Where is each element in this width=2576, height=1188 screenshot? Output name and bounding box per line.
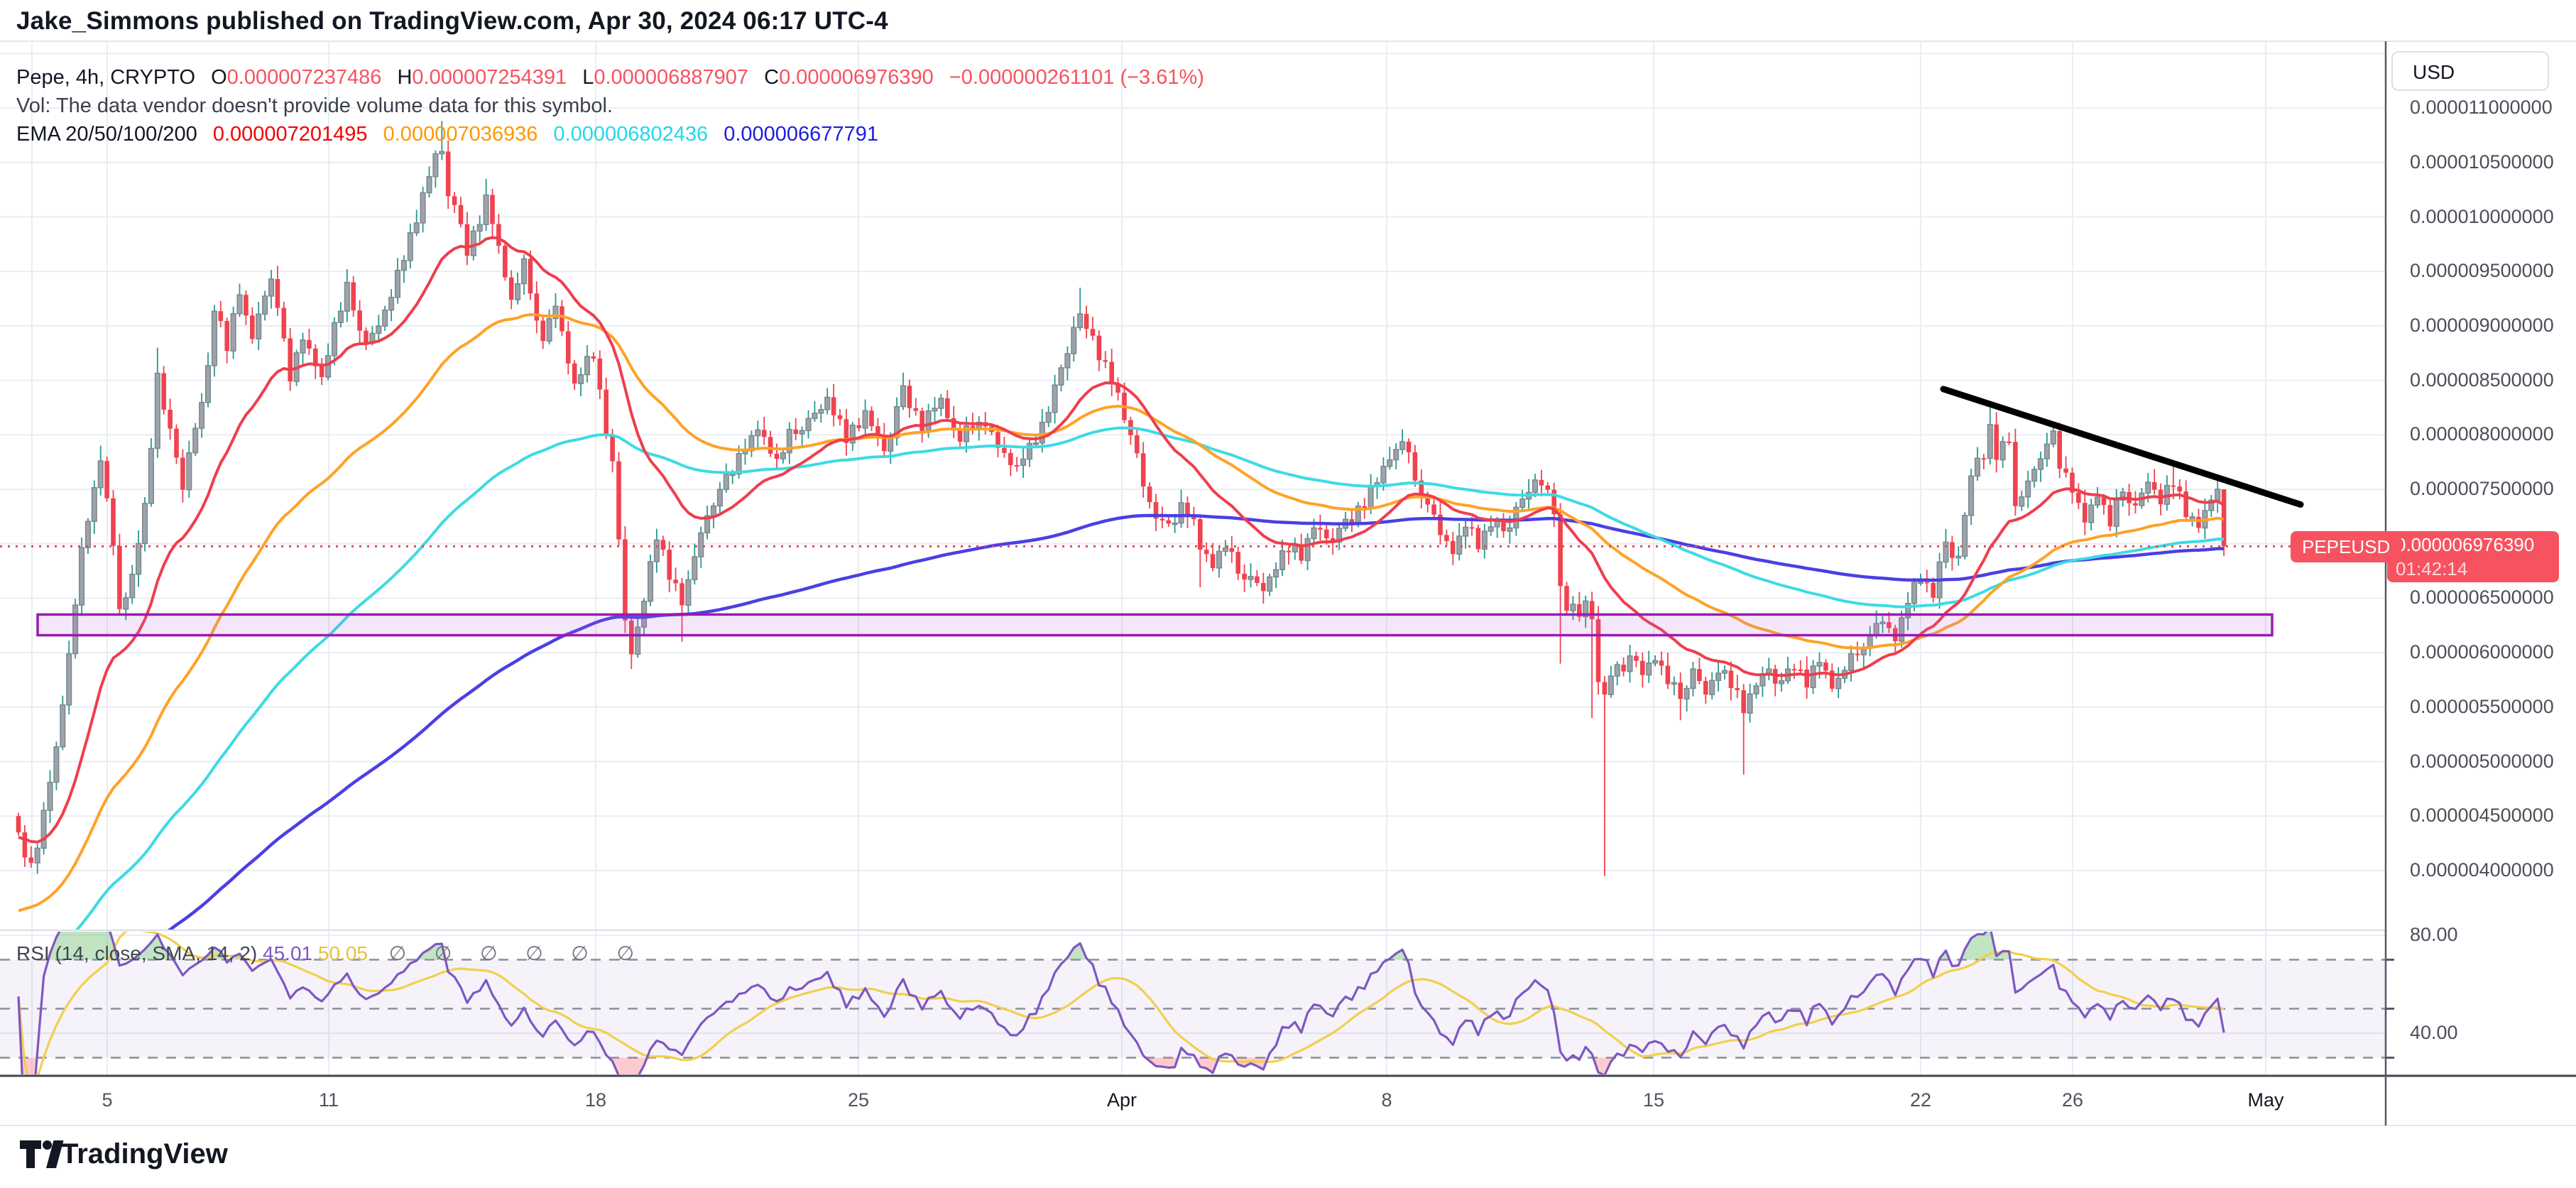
support-zone (36, 613, 2274, 637)
open-value: 0.000007237486 (227, 66, 382, 89)
ema-lines (18, 236, 2225, 930)
time-axis[interactable] (0, 1076, 2386, 1126)
price-axis-label: 0.000008500000 (2410, 369, 2554, 391)
ema100-value: 0.000006802436 (553, 123, 709, 146)
currency-toggle-button[interactable]: USD (2391, 51, 2549, 91)
price-axis-label: 0.000010500000 (2410, 151, 2554, 173)
price-axis-label: 0.000006000000 (2410, 641, 2554, 663)
price-axis-label: 0.000006500000 (2410, 587, 2554, 609)
rsi-label: RSI (14, close, SMA, 14, 2) (16, 942, 258, 964)
rsi-axis-label: 80.00 (2410, 924, 2458, 945)
close-value: 0.000006976390 (779, 66, 934, 89)
rsi-axis-label: 40.00 (2410, 1022, 2458, 1043)
time-axis-label: 8 (1381, 1089, 1392, 1111)
ema-label: EMA 20/50/100/200 (16, 123, 197, 146)
descending-trendline (1940, 386, 2304, 508)
candlestick-series (16, 121, 2227, 876)
tradingview-wordmark: TradingView (61, 1138, 228, 1170)
time-axis-label: 5 (102, 1089, 113, 1111)
time-axis-label: 15 (1642, 1089, 1665, 1111)
low-label: L (582, 66, 594, 89)
time-axis-label: May (2247, 1089, 2284, 1111)
price-axis-label: 0.000008000000 (2410, 423, 2554, 445)
high-label: H (397, 66, 413, 89)
ema200-value: 0.000006677791 (724, 123, 878, 146)
rsi-value: 45.01 (263, 942, 313, 964)
close-label: C (764, 66, 780, 89)
time-axis-label: 18 (584, 1089, 607, 1111)
symbol-description: Pepe, 4h, CRYPTO (16, 66, 196, 89)
open-label: O (211, 66, 227, 89)
low-value: 0.000006887907 (594, 66, 749, 89)
ema20-value: 0.000007201495 (212, 123, 368, 146)
price-axis-label: 0.000010000000 (2410, 205, 2554, 227)
price-axis-label: 0.000004500000 (2410, 805, 2554, 827)
price-axis-label: 0.000005500000 (2410, 695, 2554, 717)
ema50-value: 0.000007036936 (383, 123, 538, 146)
tradingview-logo-icon (20, 1140, 64, 1168)
price-axis-label: 0.000009500000 (2410, 260, 2554, 282)
symbol-price-label: PEPEUSD (2291, 531, 2402, 562)
time-axis-label: 25 (847, 1089, 870, 1111)
published-attribution: Jake_Simmons published on TradingView.co… (16, 7, 888, 35)
ema-legend-row: EMA 20/50/100/200 0.000007201495 0.00000… (16, 121, 878, 148)
price-axis-label: 0.000011000000 (2410, 97, 2553, 119)
time-axis-label: Apr (1106, 1089, 1137, 1111)
rsi-lines (17, 932, 2225, 1074)
rsi-empty-values: ∅ ∅ ∅ ∅ ∅ ∅ (388, 942, 645, 964)
rsi-sma-value: 50.05 (317, 942, 368, 964)
time-axis-label: 22 (1909, 1089, 1932, 1111)
price-axis-label: 0.000007500000 (2410, 478, 2554, 499)
price-axis-label: 0.000005000000 (2410, 750, 2554, 772)
last-price-value: 0.000006976390 (2396, 534, 2535, 555)
chart-plot-area[interactable] (0, 41, 2386, 1076)
last-price-badge: 0.000006976390 01:42:14 (2387, 531, 2559, 582)
symbol-legend-row: Pepe, 4h, CRYPTO O0.000007237486 H0.0000… (16, 64, 1204, 91)
price-axis-label: 0.000009000000 (2410, 314, 2554, 336)
change-value: −0.000000261101 (−3.61%) (949, 66, 1204, 89)
high-value: 0.000007254391 (412, 66, 567, 89)
time-axis-label: 11 (318, 1089, 339, 1111)
time-axis-label: 26 (2061, 1089, 2084, 1111)
volume-note: Vol: The data vendor doesn't provide vol… (16, 94, 613, 117)
rsi-legend-row: RSI (14, close, SMA, 14, 2) 45.01 50.05 … (16, 940, 645, 967)
price-axis-label: 0.000004000000 (2410, 859, 2554, 881)
bar-countdown: 01:42:14 (2396, 558, 2468, 579)
